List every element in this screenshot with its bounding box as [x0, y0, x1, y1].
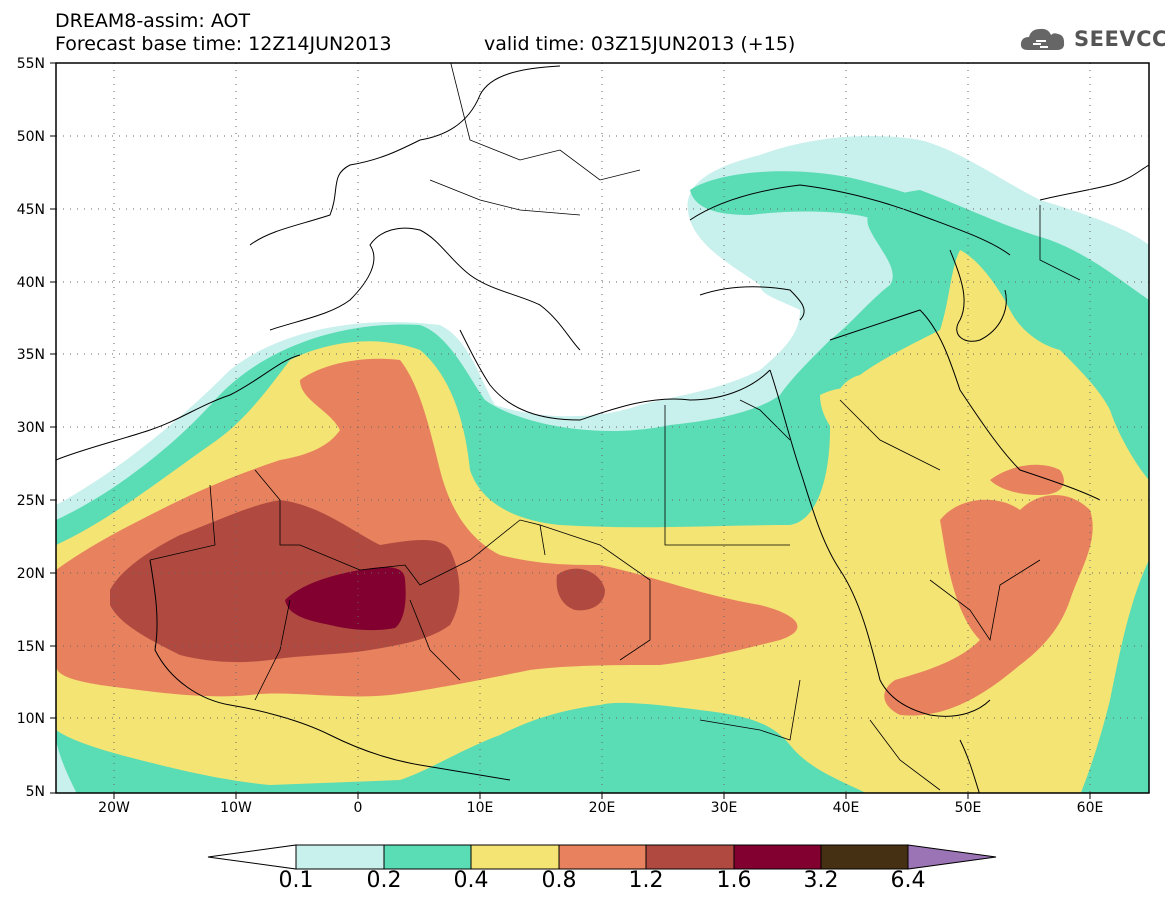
colorbar-label-6.4: 6.4	[890, 868, 926, 893]
lon-gridlines	[113, 63, 1091, 793]
coastlines	[56, 65, 1149, 793]
colorbar-under-arrow	[207, 844, 297, 870]
lon-label-60e: 60E	[1076, 800, 1104, 816]
colorbar-label-0.4: 0.4	[453, 868, 489, 893]
lat-label-10n: 10N	[16, 711, 45, 727]
lat-label-35n: 35N	[16, 347, 45, 363]
lon-label-0: 0	[353, 800, 363, 816]
lat-label-45n: 45N	[16, 202, 45, 218]
lon-label-50e: 50E	[954, 800, 982, 816]
lat-label-5n: 5N	[25, 784, 45, 800]
map-title: DREAM8-assim: AOT	[55, 10, 251, 32]
lat-label-30n: 30N	[16, 420, 45, 436]
colorbar-swatch-0.2	[383, 844, 472, 870]
cloud-icon	[1020, 28, 1065, 50]
colorbar	[207, 844, 997, 870]
colorbar-swatch-0.1	[295, 844, 385, 870]
colorbar-label-1.6: 1.6	[716, 868, 752, 893]
colorbar-swatch-1.2	[645, 844, 735, 870]
lon-label-20w: 20W	[98, 800, 130, 816]
seevccc-logo: SEEVCCC	[1018, 22, 1165, 56]
colorbar-label-0.8: 0.8	[541, 868, 577, 893]
logo-text: SEEVCCC	[1074, 27, 1165, 51]
colorbar-label-1.2: 1.2	[628, 868, 664, 893]
lon-label-20e: 20E	[588, 800, 616, 816]
lon-label-10w: 10W	[220, 800, 252, 816]
country-borders	[149, 63, 1081, 791]
forecast-base-time: Forecast base time: 12Z14JUN2013	[55, 33, 392, 55]
colorbar-label-0.1: 0.1	[278, 868, 314, 893]
colorbar-swatch-1.6	[733, 844, 822, 870]
axis-ticks	[50, 62, 1091, 799]
lat-gridlines	[56, 135, 1149, 719]
lat-label-15n: 15N	[16, 639, 45, 655]
colorbar-label-3.2: 3.2	[803, 868, 839, 893]
lon-label-40e: 40E	[832, 800, 860, 816]
lat-label-55n: 55N	[16, 56, 45, 72]
valid-time: valid time: 03Z15JUN2013 (+15)	[484, 33, 796, 55]
aot-band-1.6	[285, 567, 406, 631]
lat-label-40n: 40N	[16, 275, 45, 291]
colorbar-swatch-0.8	[558, 844, 647, 870]
lon-label-10e: 10E	[466, 800, 494, 816]
lat-label-20n: 20N	[16, 566, 45, 582]
lat-label-50n: 50N	[16, 129, 45, 145]
lat-label-25n: 25N	[16, 493, 45, 509]
lon-label-30e: 30E	[710, 800, 738, 816]
colorbar-swatch-0.4	[470, 844, 560, 870]
colorbar-over-arrow	[907, 844, 997, 870]
colorbar-swatch-3.2	[820, 844, 909, 870]
colorbar-label-0.2: 0.2	[366, 868, 402, 893]
